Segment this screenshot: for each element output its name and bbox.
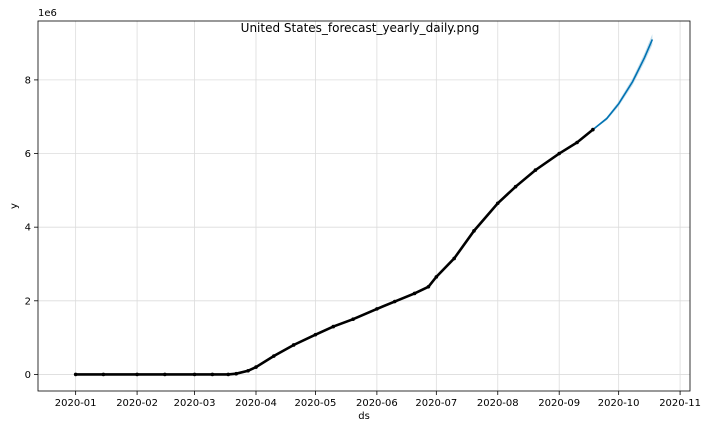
observed-point bbox=[533, 168, 538, 172]
y-tick-label: 8 bbox=[25, 75, 31, 86]
observed-point bbox=[434, 275, 439, 279]
y-tick-label: 2 bbox=[25, 296, 31, 307]
uncertainty-band bbox=[75, 34, 653, 376]
observed-point bbox=[254, 365, 258, 369]
observed-point bbox=[392, 299, 397, 304]
observed-point bbox=[331, 324, 336, 329]
x-tick-label: 2020-08 bbox=[477, 398, 519, 409]
observed-point bbox=[591, 127, 595, 132]
x-tick-label: 2020-10 bbox=[598, 398, 640, 409]
plot-frame bbox=[37, 20, 691, 392]
observed-point bbox=[495, 201, 500, 206]
x-tick-label: 2020-05 bbox=[295, 398, 337, 409]
observed-point bbox=[192, 372, 197, 377]
y-axis-label: y bbox=[9, 203, 20, 209]
observed-points bbox=[73, 127, 595, 377]
x-tick-label: 2020-09 bbox=[538, 398, 580, 409]
chart-title: United States_forecast_yearly_daily.png bbox=[241, 21, 480, 35]
observed-point bbox=[426, 285, 431, 289]
y-tick-label: 0 bbox=[25, 370, 31, 381]
observed-point bbox=[163, 372, 167, 377]
forecast-line bbox=[75, 39, 654, 376]
observed-point bbox=[101, 372, 106, 377]
grid bbox=[38, 21, 690, 391]
x-ticks: 2020-01 2020-02 2020-03 2020-04 2020-05 2020-… bbox=[55, 391, 701, 409]
observed-point bbox=[375, 307, 379, 311]
observed-track bbox=[75, 128, 594, 376]
x-tick-label: 2020-04 bbox=[235, 398, 277, 409]
y-tick-label: 6 bbox=[25, 149, 31, 160]
observed-point bbox=[73, 372, 78, 377]
observed-point bbox=[452, 256, 456, 261]
x-tick-label: 2020-11 bbox=[659, 398, 701, 409]
observed-point bbox=[513, 184, 518, 189]
x-axis-label: ds bbox=[358, 411, 370, 422]
observed-point bbox=[575, 140, 579, 145]
y-offset-label: 1e6 bbox=[38, 8, 57, 19]
forecast-lines bbox=[75, 39, 654, 376]
observed-point bbox=[226, 372, 231, 377]
x-tick-label: 2020-01 bbox=[55, 398, 97, 409]
observed-point bbox=[210, 372, 215, 377]
x-tick-label: 2020-06 bbox=[356, 398, 398, 409]
observed-point bbox=[351, 317, 355, 322]
uncertainty-band-area bbox=[75, 34, 653, 376]
x-tick-label: 2020-02 bbox=[116, 398, 158, 409]
observed-point bbox=[313, 332, 318, 337]
observed-point bbox=[557, 151, 562, 156]
x-tick-label: 2020-07 bbox=[415, 398, 457, 409]
y-ticks: 0 2 4 6 8 bbox=[25, 75, 38, 381]
observed-point bbox=[135, 372, 139, 377]
observed-point bbox=[234, 371, 238, 376]
observed-point bbox=[472, 229, 476, 233]
observed-point bbox=[412, 291, 417, 296]
observed-point bbox=[291, 343, 296, 347]
y-tick-label: 4 bbox=[25, 223, 31, 234]
observed-point bbox=[246, 368, 250, 373]
observed-point bbox=[272, 354, 276, 358]
x-tick-label: 2020-03 bbox=[174, 398, 216, 409]
